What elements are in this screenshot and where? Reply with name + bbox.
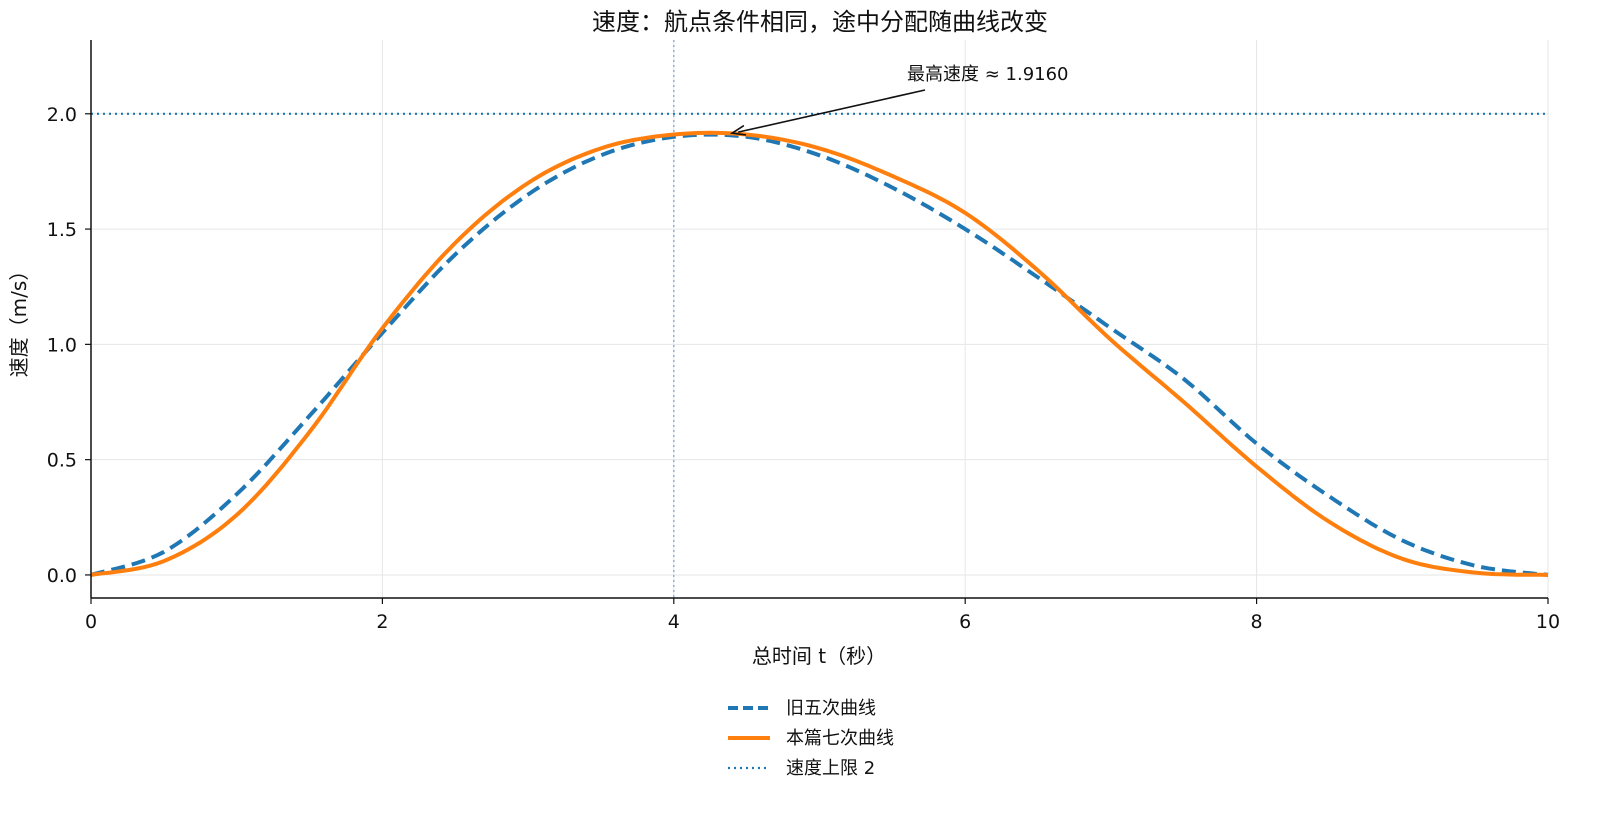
axes: [90, 40, 1548, 599]
tick-labels: 0 2 4 6 8 10 0.0 0.5 1.0 1.5 2.0: [47, 104, 1560, 633]
legend-label-0: 旧五次曲线: [786, 698, 876, 719]
legend-label-1: 本篇七次曲线: [786, 728, 894, 749]
y-tick-label-2: 1.0: [47, 334, 77, 356]
annotation-arrow: [737, 89, 926, 133]
x-tick-label-2: 4: [668, 611, 680, 633]
x-tick-label-0: 0: [85, 611, 97, 633]
x-axis-label: 总时间 t（秒）: [752, 644, 886, 668]
series-line-0: [90, 132, 1549, 577]
x-tick-label-5: 10: [1536, 611, 1560, 633]
x-tick-label-1: 2: [376, 611, 388, 633]
x-tick-label-4: 8: [1251, 611, 1263, 633]
x-tick-label-3: 6: [959, 611, 971, 633]
legend-label-2: 速度上限 2: [786, 758, 875, 779]
annotation-arrowhead: [729, 124, 747, 136]
chart-title: 速度：航点条件相同，途中分配随曲线改变: [592, 8, 1048, 36]
y-tick-label-0: 0.0: [47, 565, 77, 587]
annotation: 最高速度 ≈ 1.9160: [729, 64, 1069, 136]
y-tick-label-4: 2.0: [47, 104, 77, 126]
y-axis-label: 速度（m/s）: [7, 261, 31, 378]
series-lines: [90, 112, 1549, 577]
series-line-1: [90, 130, 1548, 577]
y-tick-label-3: 1.5: [47, 219, 77, 241]
annotation-text: 最高速度 ≈ 1.9160: [907, 64, 1069, 85]
grid: [90, 40, 1549, 598]
y-tick-label-1: 0.5: [47, 450, 77, 472]
